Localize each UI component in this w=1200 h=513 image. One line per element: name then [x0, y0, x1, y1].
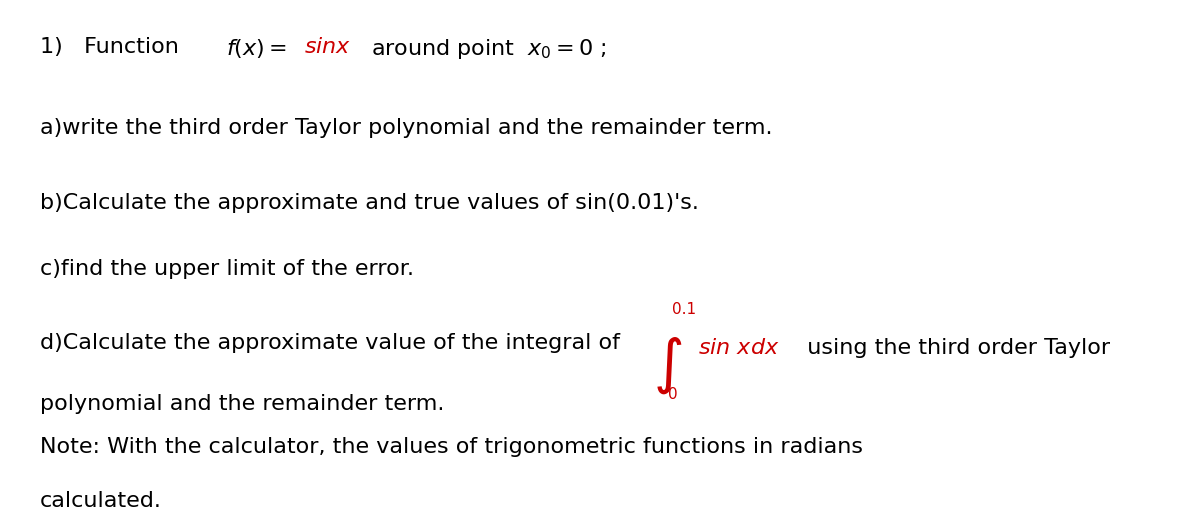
Text: using the third order Taylor: using the third order Taylor: [793, 338, 1110, 358]
Text: Note: With the calculator, the values of trigonometric functions in radians: Note: With the calculator, the values of…: [40, 437, 863, 457]
Text: d)Calculate the approximate value of the integral of: d)Calculate the approximate value of the…: [40, 333, 619, 353]
Text: a)write the third order Taylor polynomial and the remainder term.: a)write the third order Taylor polynomia…: [40, 117, 773, 137]
Text: 0.1: 0.1: [672, 302, 696, 317]
Text: around point  $x_0=0$ ;: around point $x_0=0$ ;: [364, 37, 607, 61]
Text: b)Calculate the approximate and true values of sin(0.01)'s.: b)Calculate the approximate and true val…: [40, 193, 698, 213]
Text: $\mathit{sinx}$: $\mathit{sinx}$: [304, 37, 350, 57]
Text: calculated.: calculated.: [40, 491, 162, 511]
Text: 0: 0: [668, 387, 678, 402]
Text: 1)   Function: 1) Function: [40, 37, 186, 57]
Text: $\int$: $\int$: [653, 335, 683, 396]
Text: c)find the upper limit of the error.: c)find the upper limit of the error.: [40, 260, 414, 280]
Text: $f(x) = $: $f(x) = $: [226, 37, 287, 60]
Text: polynomial and the remainder term.: polynomial and the remainder term.: [40, 394, 444, 414]
Text: $\mathit{sin}$ $\mathit{xdx}$: $\mathit{sin}$ $\mathit{xdx}$: [698, 338, 780, 358]
